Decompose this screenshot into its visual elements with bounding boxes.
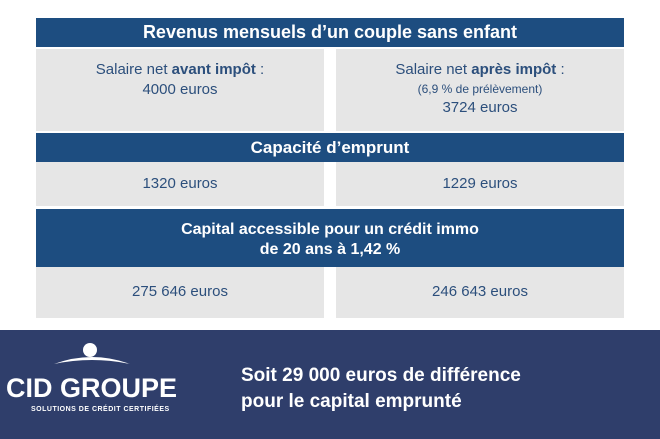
- label-bold: après impôt: [471, 61, 557, 78]
- label-suffix: :: [556, 61, 565, 78]
- footer-message-line2: pour le capital emprunté: [241, 391, 462, 412]
- label-prefix: Salaire net: [95, 61, 172, 78]
- logo-tagline: SOLUTIONS DE CRÉDIT CERTIFIÉES: [31, 406, 170, 413]
- label-bold: avant impôt: [171, 61, 256, 78]
- cid-logo-mark-icon: [54, 343, 130, 364]
- section-title-capital: Capital accessible pour un crédit immo d…: [36, 209, 624, 267]
- capital-title-line2: de 20 ans à 1,42 %: [259, 241, 401, 258]
- salary-before-tax-label: Salaire net avant impôt :: [96, 61, 264, 78]
- label-suffix: :: [255, 61, 265, 78]
- salary-after-tax-value: 3724 euros: [442, 99, 518, 116]
- capital-title-line1: Capital accessible pour un crédit immo: [181, 221, 479, 238]
- salary-before-tax-cell: Salaire net avant impôt : 4000 euros: [36, 49, 324, 131]
- salary-after-tax-cell: Salaire net après impôt : (6,9 % de prél…: [336, 49, 624, 131]
- capacity-after-tax-value: 1229 euros: [336, 162, 624, 206]
- capital-before-tax-value: 275 646 euros: [36, 267, 324, 318]
- footer-banner: [0, 330, 660, 439]
- footer-message: Soit 29 000 euros de différence pour le …: [241, 363, 521, 415]
- salary-before-tax-value: 4000 euros: [142, 81, 218, 98]
- section-title-capacite: Capacité d’emprunt: [36, 133, 624, 162]
- section-title-revenus: Revenus mensuels d’un couple sans enfant: [36, 18, 624, 47]
- capacity-before-tax-value: 1320 euros: [36, 162, 324, 206]
- withholding-note: (6,9 % de prélèvement): [417, 82, 543, 96]
- label-prefix: Salaire net: [395, 61, 472, 78]
- salary-after-tax-label: Salaire net après impôt :: [395, 61, 564, 78]
- footer-message-line1: Soit 29 000 euros de différence: [241, 365, 521, 386]
- capital-after-tax-value: 246 643 euros: [336, 267, 624, 318]
- logo-name: CID GROUPE: [6, 373, 178, 403]
